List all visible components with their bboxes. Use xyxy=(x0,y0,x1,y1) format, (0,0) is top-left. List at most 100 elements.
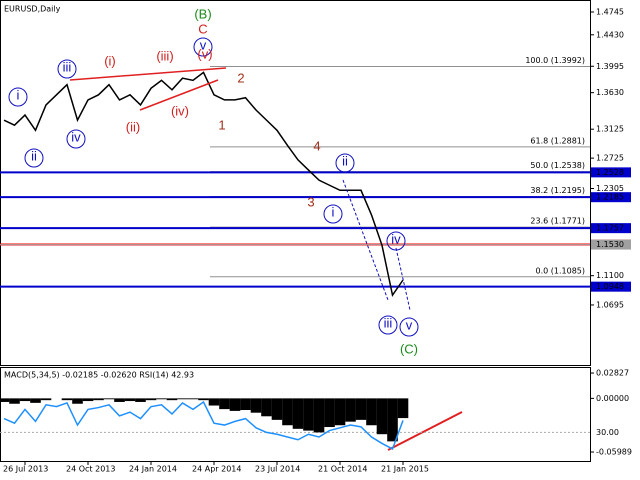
price-level-box xyxy=(591,223,631,234)
wave-label: v xyxy=(200,37,207,52)
wave-label: 1 xyxy=(218,117,225,132)
wave-circle xyxy=(8,87,28,107)
macd-bar xyxy=(30,398,41,403)
macd-bar xyxy=(156,398,167,400)
wave-circle xyxy=(335,153,355,173)
y-tick-label: 1.4430 xyxy=(596,30,624,39)
main-panel xyxy=(0,0,591,366)
fib-label: 38.2 (1.2195) xyxy=(530,186,585,195)
macd-bar xyxy=(313,398,325,433)
x-tick-label: 24 Jan 2014 xyxy=(129,465,177,474)
price-level-label: 1.0948 xyxy=(596,282,624,291)
wave-label: (iv) xyxy=(171,103,189,118)
fib-label: 23.6 (1.1771) xyxy=(530,217,585,226)
wave-label: C xyxy=(198,21,207,36)
macd-bar xyxy=(387,398,398,442)
wave-label: iii xyxy=(63,59,72,74)
y-tick-label: 1.1100 xyxy=(596,271,624,280)
wave-label: iv xyxy=(71,129,81,144)
x-tick-label: 24 Oct 2013 xyxy=(66,465,115,474)
indicator-trend-line xyxy=(387,411,463,451)
macd-bar xyxy=(166,398,178,401)
wave-label: (v) xyxy=(197,46,212,61)
price-level-label: 1.2185 xyxy=(596,193,624,202)
macd-bar xyxy=(19,398,31,402)
macd-bar xyxy=(61,398,73,401)
macd-bar xyxy=(219,398,230,410)
price-level-label: 1.1530 xyxy=(596,240,624,249)
macd-bar xyxy=(366,398,377,426)
rsi-line xyxy=(3,400,404,451)
macd-bar xyxy=(229,398,241,411)
annotations xyxy=(8,37,463,451)
macd-bar xyxy=(355,398,367,420)
macd-bar xyxy=(145,398,157,401)
wave-label: (iii) xyxy=(156,48,173,63)
wave-circle xyxy=(193,37,213,57)
chart-title: EURUSD,Daily xyxy=(4,5,61,14)
macd-bar xyxy=(208,398,220,406)
x-tick-label: 24 Apr 2014 xyxy=(192,465,241,474)
wave-circle xyxy=(323,204,343,224)
x-tick-label: 21 Oct 2014 xyxy=(318,465,367,474)
macd-bar xyxy=(261,398,272,417)
macd-bar xyxy=(345,398,356,422)
wave-label: v xyxy=(406,317,413,332)
macd-bar xyxy=(177,398,188,400)
macd-bar xyxy=(40,398,52,401)
y-tick-label: -0.05989 xyxy=(596,448,632,457)
y-tick-label: 0.02827 xyxy=(596,369,629,378)
wave-label: ii xyxy=(342,153,348,168)
wave-line xyxy=(395,247,411,311)
wave-circle xyxy=(24,148,44,168)
macd-bar xyxy=(93,398,104,401)
y-tick-label: 1.3995 xyxy=(596,62,624,71)
y-tick-label: 1.0695 xyxy=(596,300,624,309)
wave-label: (i) xyxy=(104,53,116,68)
trend-line xyxy=(139,79,219,111)
price-level-label: 1.2528 xyxy=(596,168,624,177)
wave-label: 2 xyxy=(237,70,244,85)
macd-bar xyxy=(72,398,83,404)
fib-label: 61.8 (1.2881) xyxy=(530,136,585,145)
macd-bar xyxy=(334,398,346,426)
x-tick-label: 23 Jul 2014 xyxy=(255,465,300,474)
wave-circle xyxy=(386,231,406,251)
indicator-title: MACD(5,34,5) -0.02185 -0.02620 RSI(14) 4… xyxy=(4,371,194,380)
macd-bar xyxy=(0,398,10,402)
macd-bar xyxy=(9,398,20,404)
macd-bar xyxy=(292,398,304,429)
wave-label: i xyxy=(17,87,20,102)
y-tick-label: 1.3630 xyxy=(596,88,624,97)
wave-circle xyxy=(378,315,398,335)
macd-bar xyxy=(187,398,199,400)
wave-label: iv xyxy=(391,231,401,246)
price-level-box xyxy=(591,167,631,178)
wave-circle xyxy=(399,317,419,337)
macd-bar xyxy=(103,398,115,400)
wave-label: ii xyxy=(31,148,37,163)
macd-bar xyxy=(124,398,136,402)
y-tick-label: 0.00000 xyxy=(596,394,629,403)
macd-bar xyxy=(250,398,262,413)
fib-label: 50.0 (1.2538) xyxy=(530,161,585,170)
price-level-box xyxy=(591,192,631,203)
y-tick-label: 1.2305 xyxy=(596,184,624,193)
price-line xyxy=(3,71,404,298)
macd-bar xyxy=(324,398,335,428)
wave-label: iii xyxy=(384,315,393,330)
macd-bar xyxy=(282,398,293,426)
x-tick-label: 26 Jul 2013 xyxy=(3,465,48,474)
wave-label: (ii) xyxy=(126,119,140,134)
macd-bar xyxy=(303,398,314,431)
macd-bar xyxy=(376,398,388,435)
price-level-box xyxy=(591,281,631,292)
y-tick-label: 1.4745 xyxy=(596,8,624,17)
wave-label: 3 xyxy=(307,194,314,209)
macd-bar xyxy=(135,398,146,402)
macd-bar xyxy=(114,398,125,402)
indicator-panel xyxy=(0,367,591,462)
y-tick-label: 1.2725 xyxy=(596,154,624,163)
wave-label: (C) xyxy=(400,341,418,356)
